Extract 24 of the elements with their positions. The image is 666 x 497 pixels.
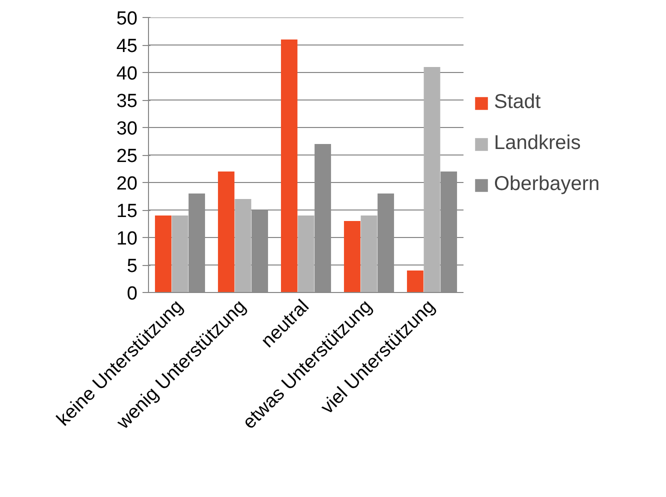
bar: [218, 172, 234, 292]
bar: [154, 216, 172, 292]
bar: [344, 221, 360, 292]
bar: [298, 216, 314, 292]
legend-label: Stadt: [494, 91, 541, 114]
y-tick-label: 10: [116, 228, 138, 250]
y-tick-label: 25: [116, 146, 138, 167]
legend-label: Landkreis: [494, 132, 581, 155]
bar: [234, 199, 252, 292]
bar: [280, 40, 298, 292]
bar: [424, 67, 440, 292]
y-tick-label: 5: [126, 256, 138, 277]
y-tick-label: 15: [116, 201, 138, 222]
bar: [360, 216, 378, 292]
bar: [172, 216, 188, 292]
y-tick-label: 0: [126, 284, 138, 304]
y-tick-label: 20: [116, 174, 138, 194]
y-tick-label: 30: [116, 118, 138, 140]
legend-label: Oberbayern: [494, 173, 600, 196]
y-tick-label: 40: [116, 64, 138, 84]
y-tick-label: 35: [116, 91, 138, 112]
y-tick-label: 50: [116, 8, 138, 30]
y-tick-label: 45: [116, 36, 138, 57]
bar: [406, 270, 424, 292]
